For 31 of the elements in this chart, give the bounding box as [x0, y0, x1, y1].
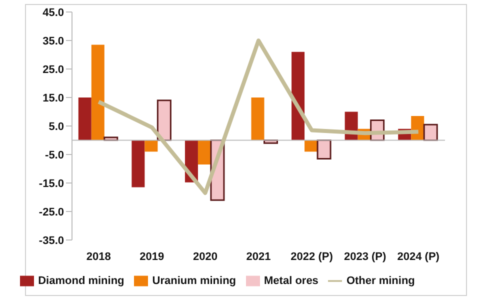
bar: [251, 98, 264, 140]
y-tick-label: -5.0: [45, 149, 64, 162]
y-tick-label: -15.0: [38, 178, 64, 190]
x-tick-label: 2024 (P): [397, 250, 440, 263]
bar: [144, 140, 158, 152]
bar: [198, 140, 211, 164]
bar: [132, 140, 145, 188]
bar: [316, 140, 332, 160]
bar: [423, 124, 438, 141]
bar: [78, 98, 92, 140]
x-tick-label: 2019: [140, 250, 164, 263]
y-tick-label: -35.0: [38, 234, 64, 247]
x-tick-label: 2022 (P): [290, 250, 334, 263]
y-tick-label: 35.0: [42, 35, 64, 48]
legend-label: Diamond mining: [38, 274, 124, 287]
y-tick-label: 5.0: [48, 120, 64, 133]
line-series: [96, 38, 420, 195]
bar: [156, 100, 172, 141]
x-tick-label: 2018: [86, 250, 111, 263]
bar: [91, 44, 104, 140]
legend-label: Uranium mining: [152, 274, 236, 287]
x-tick-label: 2023 (P): [344, 250, 386, 263]
legend-label: Metal ores: [264, 274, 318, 287]
x-tick-label: 2020: [192, 250, 218, 263]
y-tick-label: 45.0: [42, 6, 64, 19]
legend-label: Other mining: [346, 274, 415, 287]
y-tick-label: 25.0: [42, 64, 64, 76]
x-tick-label: 2021: [246, 250, 271, 263]
bar: [292, 52, 305, 140]
y-tick-label: 15.0: [42, 92, 64, 104]
y-tick-label: -25.0: [38, 206, 64, 218]
